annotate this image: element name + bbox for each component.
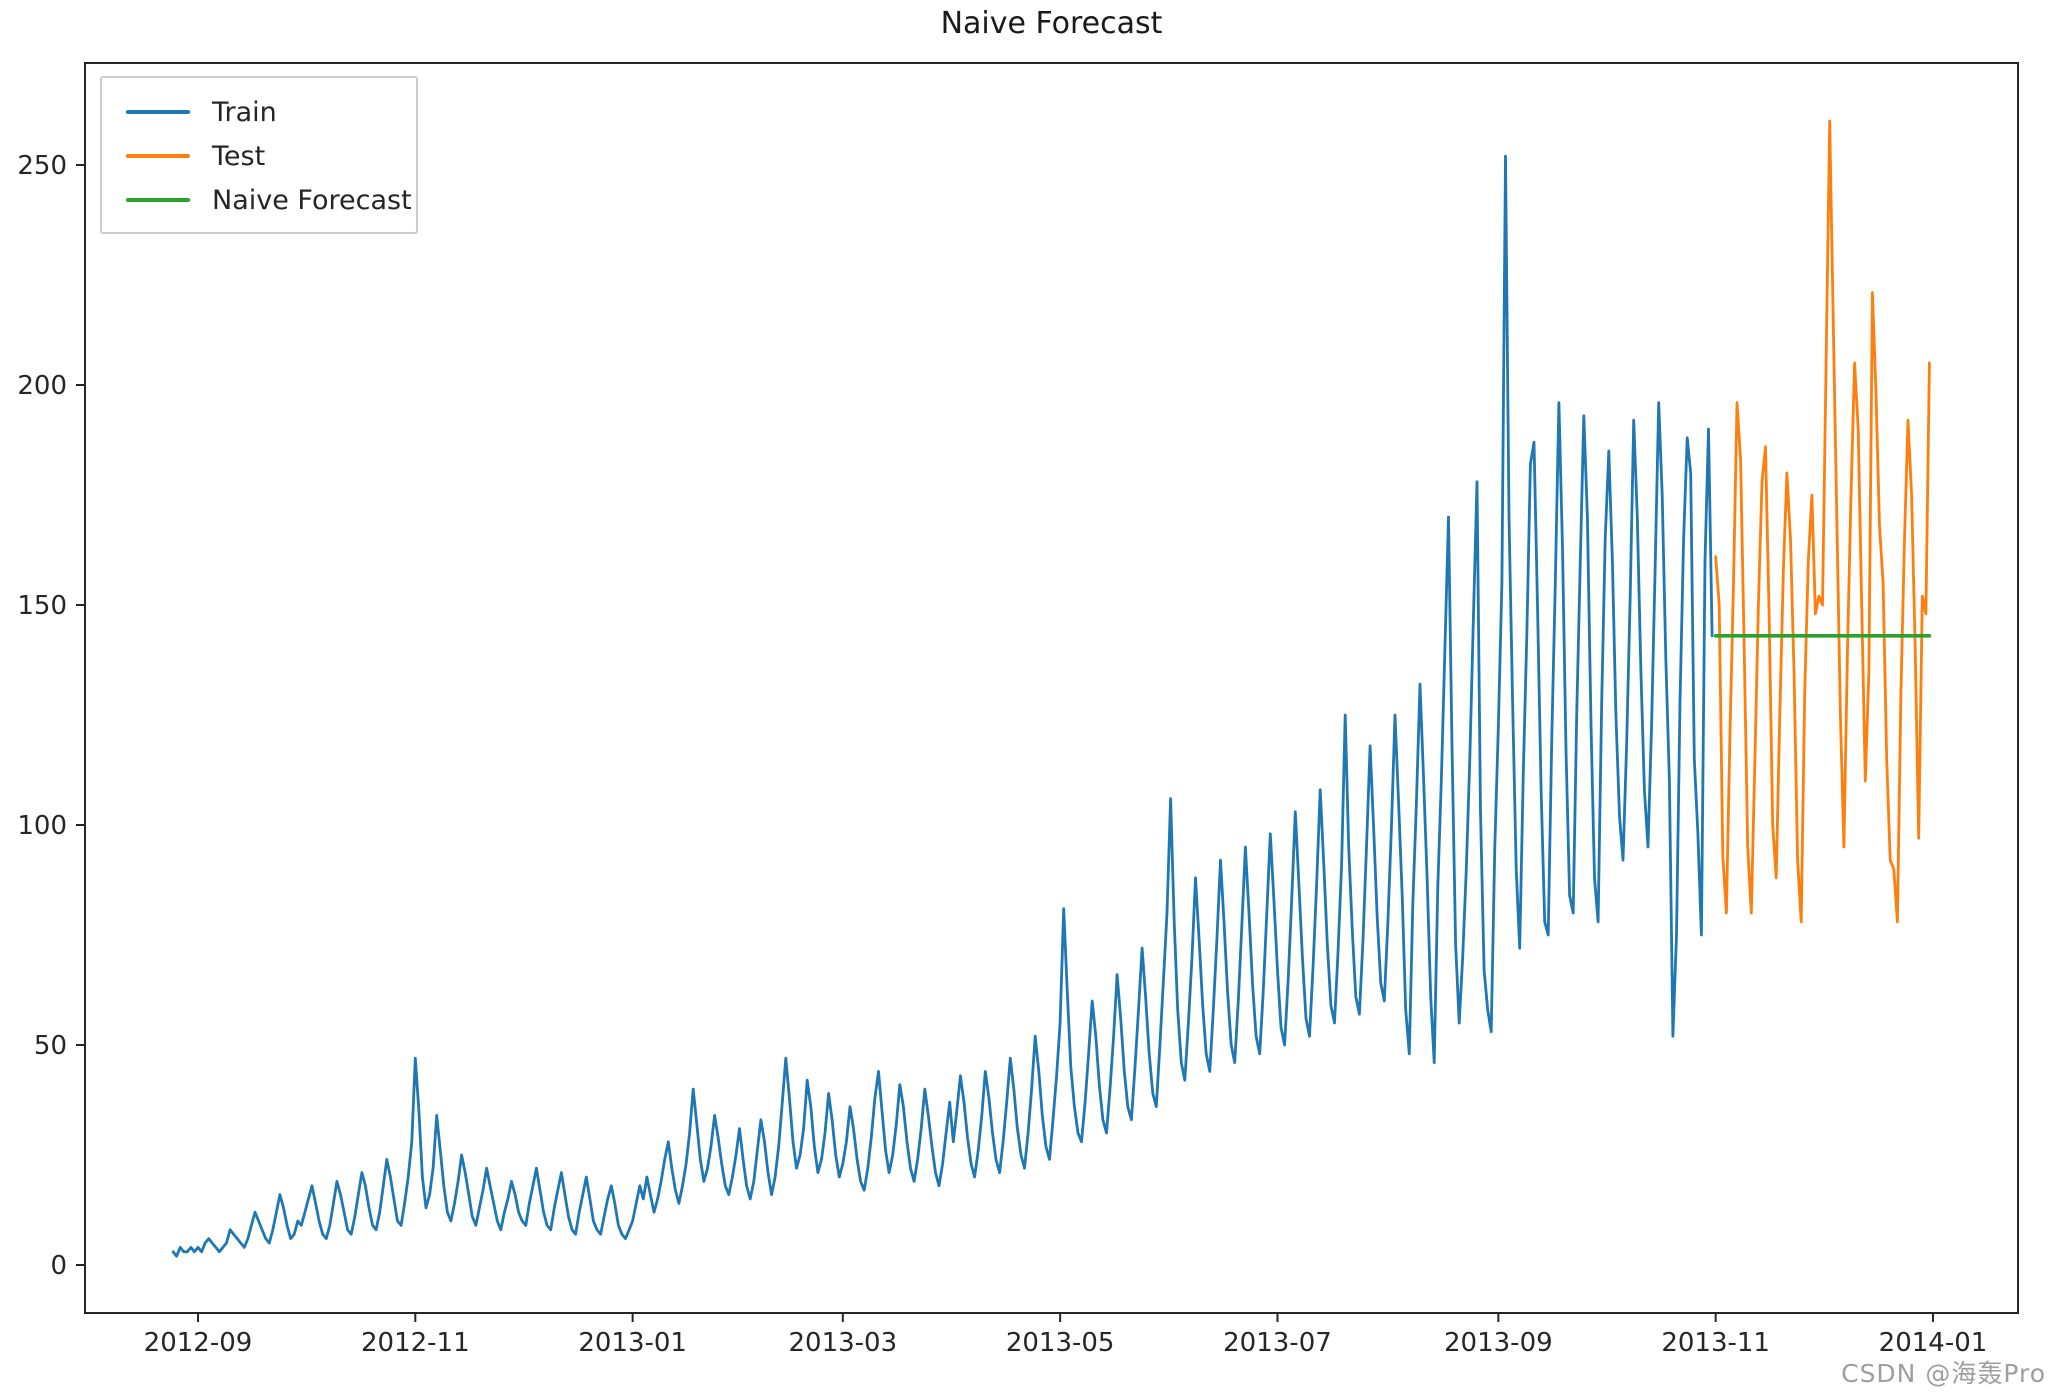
test-line-swatch — [126, 154, 190, 158]
plot-border — [84, 62, 2019, 1314]
naive-forecast-line-swatch — [126, 198, 190, 202]
series-line-test — [1714, 119, 1931, 924]
x-tick-label: 2012-09 — [144, 1328, 253, 1358]
y-axis-ticks: 0 50 100 150 200 250 — [17, 151, 85, 1281]
x-tick-label: 2013-09 — [1444, 1328, 1553, 1358]
y-tick-label: 250 — [17, 151, 67, 181]
legend-item-test: Test — [102, 134, 416, 178]
y-tick-label: 200 — [17, 371, 67, 401]
x-tick-label: 2013-05 — [1006, 1328, 1115, 1358]
x-axis-ticks: 2012-09 2012-11 2013-01 2013-03 2013-05 2013-… — [144, 1313, 1988, 1358]
legend: Train Test Naive Forecast — [100, 76, 418, 234]
legend-item-train: Train — [102, 90, 416, 134]
y-tick-label: 50 — [34, 1031, 67, 1061]
series-lines — [171, 119, 1932, 1258]
y-tick-label: 0 — [50, 1251, 67, 1281]
x-tick-label: 2014-01 — [1879, 1328, 1988, 1358]
y-tick-label: 150 — [17, 591, 67, 621]
legend-label-train: Train — [212, 96, 277, 128]
train-line-swatch — [126, 110, 190, 114]
legend-label-naive-forecast: Naive Forecast — [212, 184, 412, 216]
watermark: CSDN @海轰Pro — [1841, 1359, 2046, 1388]
legend-label-test: Test — [212, 140, 266, 172]
x-tick-label: 2013-01 — [578, 1328, 687, 1358]
x-tick-label: 2012-11 — [361, 1328, 470, 1358]
legend-item-naive-forecast: Naive Forecast — [102, 178, 416, 222]
x-tick-label: 2013-07 — [1223, 1328, 1332, 1358]
chart-title: Naive Forecast — [940, 6, 1163, 41]
x-tick-label: 2013-11 — [1661, 1328, 1770, 1358]
y-tick-label: 100 — [17, 811, 67, 841]
x-tick-label: 2013-03 — [789, 1328, 898, 1358]
series-line-train — [171, 154, 1714, 1258]
